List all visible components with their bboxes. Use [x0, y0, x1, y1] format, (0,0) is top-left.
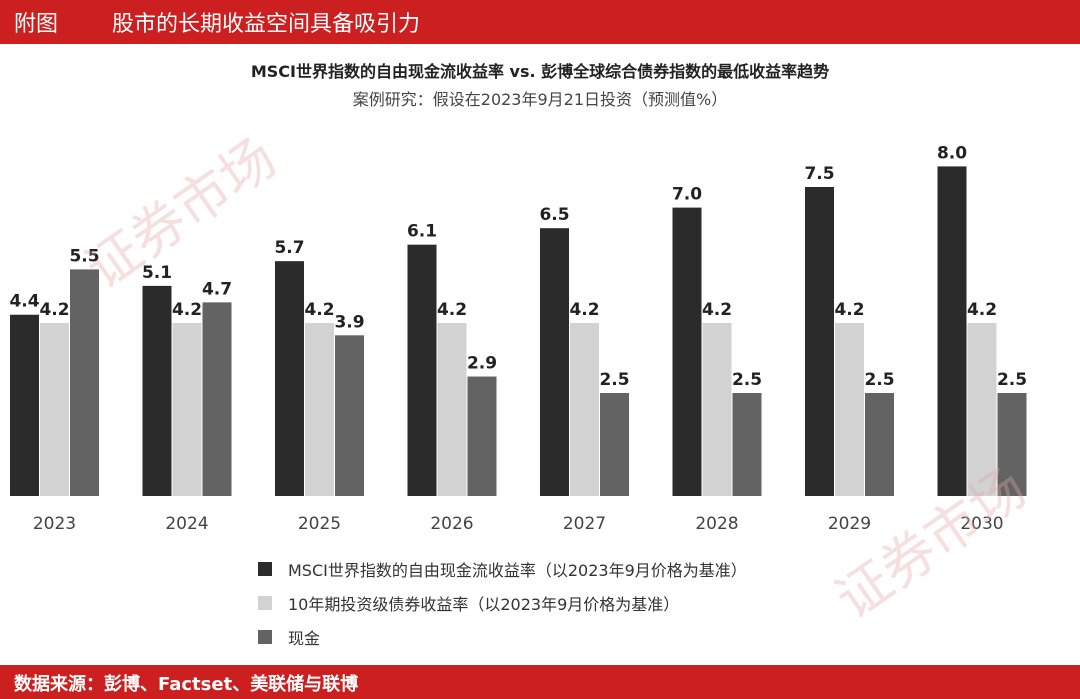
data-label: 4.2 [702, 300, 732, 320]
bar [275, 261, 304, 496]
bar [805, 187, 834, 496]
data-label: 5.7 [274, 238, 304, 258]
x-tick-label: 2024 [165, 514, 208, 534]
legend-label: 现金 [288, 629, 321, 648]
x-tick-label: 2026 [430, 514, 473, 534]
bar [540, 228, 569, 496]
bar [202, 302, 232, 496]
data-label: 6.1 [407, 222, 437, 242]
x-tick-label: 2025 [298, 514, 341, 534]
data-label: 4.2 [172, 300, 202, 320]
bar-chart: 4.4 4.25.520235.14.24.720245.74.23.920256… [9, 143, 1027, 534]
figure-label: 附图 [14, 12, 59, 37]
bar [305, 322, 334, 496]
bar [865, 393, 894, 496]
bar [835, 322, 864, 496]
x-tick-label: 2023 [33, 514, 76, 534]
data-source: 数据来源：彭博、Factset、美联储与联博 [14, 674, 359, 695]
bar [407, 244, 437, 496]
data-label: 2.5 [997, 370, 1027, 390]
data-label: 5.1 [142, 263, 172, 283]
data-label: 6.5 [539, 205, 569, 225]
data-label: 4.2 [437, 300, 467, 320]
data-label: 3.9 [334, 312, 364, 332]
bar [70, 269, 99, 496]
data-label: 4.7 [202, 279, 232, 299]
data-label: 4.2 [569, 300, 599, 320]
figure-title: 股市的长期收益空间具备吸引力 [112, 12, 421, 37]
bar [10, 314, 39, 496]
data-label: 5.5 [69, 246, 99, 266]
legend-swatch [258, 596, 272, 610]
data-label: 2.5 [864, 370, 894, 390]
data-label: 2.9 [467, 354, 497, 374]
data-label: 4.2 [967, 300, 997, 320]
legend-item: 现金 [258, 620, 747, 654]
legend-label: MSCI世界指数的自由现金流收益率（以2023年9月价格为基准） [288, 561, 747, 580]
header-bar: 附图 股市的长期收益空间具备吸引力 [0, 0, 1080, 44]
bar [967, 322, 997, 496]
x-tick-label: 2028 [695, 514, 738, 534]
legend-swatch [258, 630, 272, 644]
data-label: 4.2 [304, 300, 334, 320]
bar [702, 322, 732, 496]
data-label: 2.5 [599, 370, 629, 390]
bar [172, 322, 202, 496]
legend-label: 10年期投资级债券收益率（以2023年9月价格为基准） [288, 595, 680, 614]
chart-subtitle: 案例研究：假设在2023年9月21日投资（预测值%） [352, 90, 728, 109]
bar [570, 322, 599, 496]
chart-title: MSCI世界指数的自由现金流收益率 vs. 彭博全球综合债券指数的最低收益率趋势 [250, 62, 830, 81]
data-label: 4.4 [9, 292, 39, 312]
bar [997, 393, 1027, 496]
bar [335, 335, 364, 496]
legend-item: MSCI世界指数的自由现金流收益率（以2023年9月价格为基准） [258, 552, 747, 586]
bar [467, 376, 497, 496]
data-label: 8.0 [937, 143, 967, 163]
bar [672, 207, 702, 496]
legend-item: 10年期投资级债券收益率（以2023年9月价格为基准） [258, 586, 747, 620]
legend: MSCI世界指数的自由现金流收益率（以2023年9月价格为基准） 10年期投资级… [258, 552, 747, 654]
footer-bar: 数据来源：彭博、Factset、美联储与联博 [0, 665, 1080, 699]
data-label: 4.2 [834, 300, 864, 320]
x-tick-label: 2030 [960, 514, 1003, 534]
legend-swatch [258, 562, 272, 576]
bar [142, 285, 172, 496]
x-tick-label: 2029 [828, 514, 871, 534]
bar [732, 393, 762, 496]
bar [600, 393, 629, 496]
data-label: 7.0 [672, 185, 702, 205]
x-tick-label: 2027 [563, 514, 606, 534]
bar [937, 166, 967, 496]
bar [40, 322, 69, 496]
data-label: 4.2 [39, 300, 69, 320]
data-label: 2.5 [732, 370, 762, 390]
bar [437, 322, 467, 496]
data-label: 7.5 [804, 164, 834, 184]
